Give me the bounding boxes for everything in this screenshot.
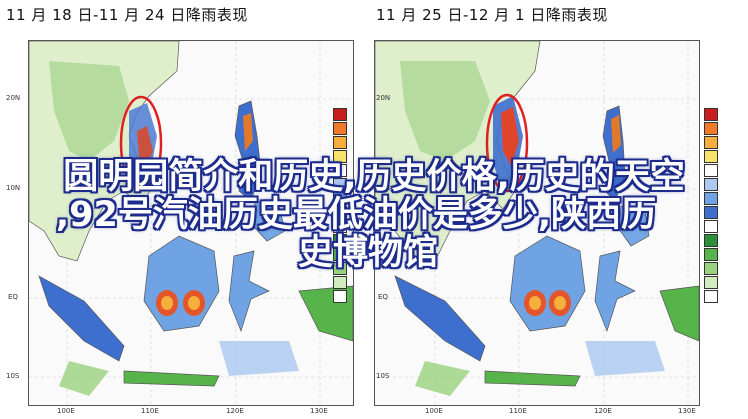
left-land-sumatra — [38, 275, 125, 362]
left-legend-swatch — [333, 192, 347, 205]
right-legend-swatch — [704, 248, 718, 261]
right-highlight-circle — [485, 93, 529, 193]
right-lon-label-0: 100E — [425, 407, 443, 415]
right-legend-swatch — [704, 150, 718, 163]
left-lon-label-0: 100E — [57, 407, 75, 415]
right-land-sulawesi — [594, 250, 636, 333]
left-rain-patch-2 — [59, 361, 109, 396]
right-land-sumatra — [394, 275, 486, 362]
right-legend-swatch — [704, 178, 718, 191]
left-legend-swatch — [333, 262, 347, 275]
right-map-drawing — [375, 41, 699, 405]
right-lon-label-3: 130E — [678, 407, 696, 415]
right-land-borneo — [509, 235, 586, 332]
right-legend-swatch — [704, 220, 718, 233]
left-legend-swatch — [333, 122, 347, 135]
left-rain-borneo-b-core — [188, 296, 200, 310]
right-rain-philippines-red — [611, 115, 621, 153]
left-rainfall-map — [28, 40, 354, 406]
left-legend-swatch — [333, 290, 347, 303]
right-lon-label-2: 120E — [594, 407, 612, 415]
right-land-java — [484, 370, 581, 387]
right-legend-swatch — [704, 192, 718, 205]
left-land-mindanao — [252, 200, 286, 242]
right-land-newguinea — [659, 285, 699, 342]
right-legend-swatch — [704, 262, 718, 275]
right-rain-mainland — [400, 61, 490, 161]
left-legend — [333, 108, 349, 304]
left-lon-label-2: 120E — [226, 407, 244, 415]
left-highlight-circle — [119, 95, 163, 191]
left-legend-swatch — [333, 234, 347, 247]
left-legend-swatch — [333, 248, 347, 261]
left-legend-swatch — [333, 220, 347, 233]
left-land-java — [123, 370, 220, 387]
right-lat-label-1: 10N — [376, 184, 391, 192]
right-lat-label-3: 10S — [376, 372, 390, 380]
left-land-borneo — [143, 235, 220, 332]
right-rain-vietnam-red — [501, 107, 519, 166]
left-panel-title: 11 月 18 日-11 月 24 日降雨表现 — [6, 6, 248, 24]
right-legend — [704, 108, 720, 304]
right-legend-swatch — [704, 276, 718, 289]
left-lat-label-0: 20N — [6, 94, 21, 102]
right-rain-borneo-b-core — [554, 296, 566, 310]
right-rain-patch-1 — [585, 341, 665, 376]
left-rain-patch-1 — [219, 341, 299, 376]
right-legend-swatch — [704, 122, 718, 135]
left-rain-vietnam-red — [137, 126, 153, 171]
left-lon-label-3: 130E — [310, 407, 328, 415]
left-legend-swatch — [333, 150, 347, 163]
left-lat-label-1: 10N — [6, 184, 21, 192]
left-map-drawing — [29, 41, 353, 405]
right-legend-swatch — [704, 108, 718, 121]
right-rain-patch-2 — [415, 361, 470, 396]
left-legend-swatch — [333, 136, 347, 149]
left-legend-swatch — [333, 276, 347, 289]
right-legend-swatch — [704, 290, 718, 303]
right-legend-swatch — [704, 164, 718, 177]
right-lat-label-0: 20N — [376, 94, 391, 102]
left-land-sulawesi — [228, 250, 270, 333]
right-rainfall-map — [374, 40, 700, 406]
right-lat-label-2: EQ — [378, 293, 388, 301]
right-land-mindanao — [618, 205, 650, 247]
left-legend-swatch — [333, 164, 347, 177]
left-rain-philippines-red — [243, 113, 253, 151]
right-legend-swatch — [704, 206, 718, 219]
left-legend-swatch — [333, 178, 347, 191]
right-panel-title: 11 月 25 日-12 月 1 日降雨表现 — [376, 6, 608, 24]
right-lon-label-1: 110E — [509, 407, 527, 415]
left-lon-label-1: 110E — [141, 407, 159, 415]
left-legend-swatch — [333, 108, 347, 121]
left-land-philippines — [234, 100, 262, 202]
left-lat-label-3: 10S — [6, 372, 20, 380]
right-rain-borneo-a-core — [529, 296, 541, 310]
left-rain-mainland — [49, 61, 129, 161]
right-legend-swatch — [704, 136, 718, 149]
right-legend-swatch — [704, 234, 718, 247]
left-lat-label-2: EQ — [8, 293, 18, 301]
left-rain-borneo-a-core — [161, 296, 173, 310]
left-legend-swatch — [333, 206, 347, 219]
